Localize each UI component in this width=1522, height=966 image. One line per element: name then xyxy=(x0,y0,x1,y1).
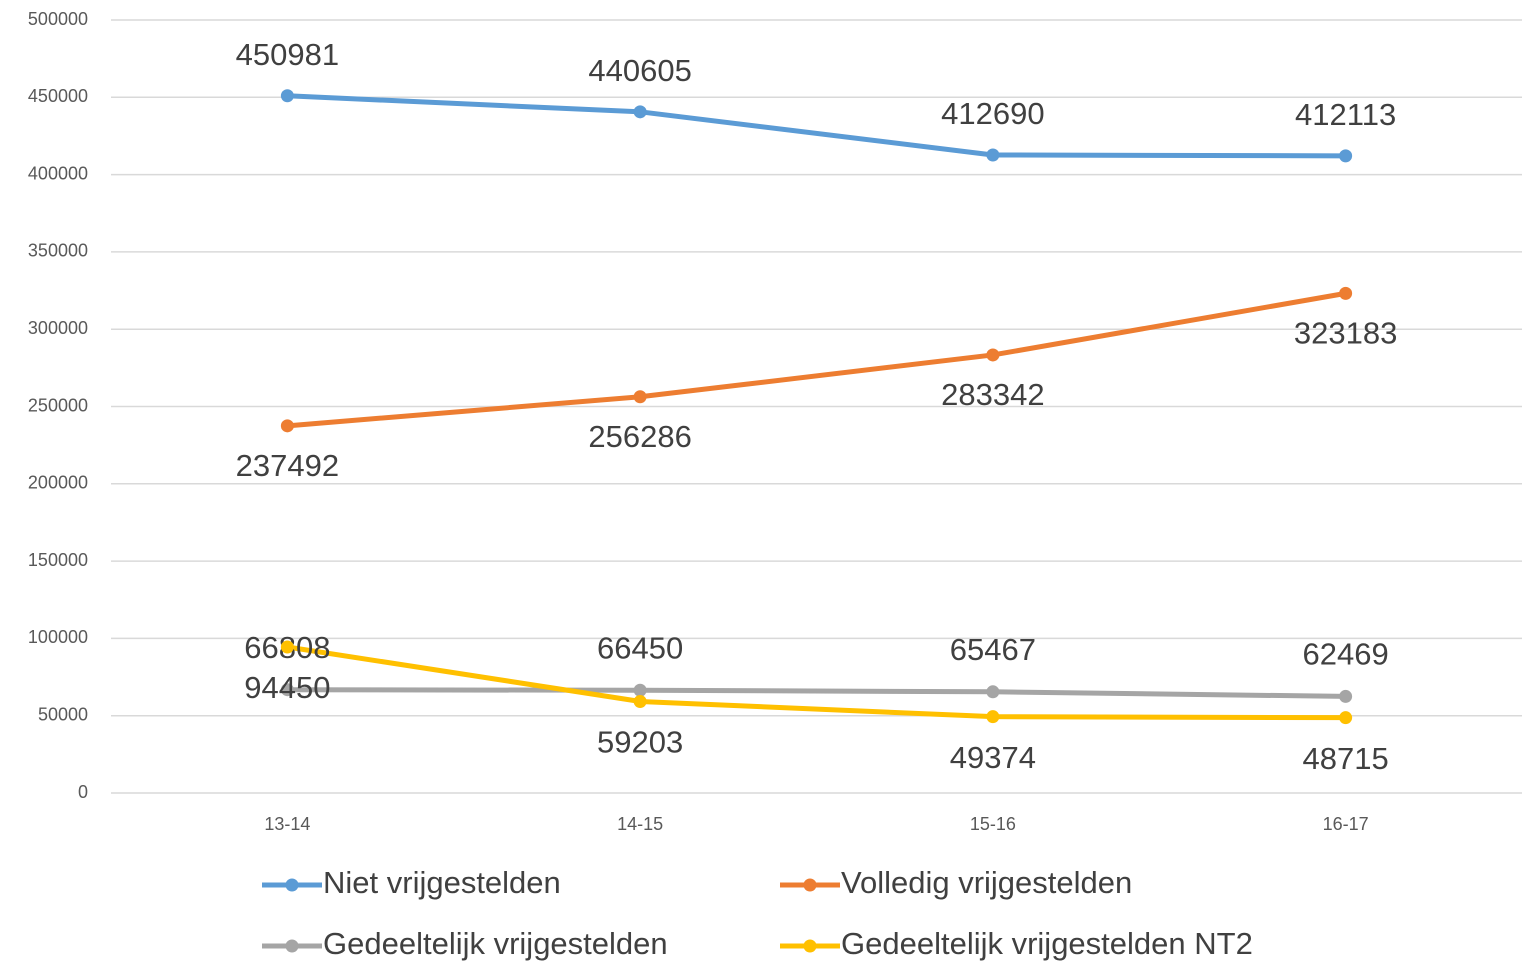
legend-label: Gedeeltelijk vrijgestelden NT2 xyxy=(841,926,1253,961)
y-tick-label: 300000 xyxy=(28,318,88,338)
y-tick-label: 50000 xyxy=(38,704,88,724)
data-point xyxy=(1339,711,1353,725)
data-point xyxy=(633,683,647,697)
legend-marker xyxy=(285,878,299,892)
y-tick-label: 200000 xyxy=(28,473,88,493)
legend-label: Gedeeltelijk vrijgestelden xyxy=(323,926,668,961)
data-label: 59203 xyxy=(597,725,683,760)
data-point xyxy=(633,694,647,708)
y-tick-label: 350000 xyxy=(28,241,88,261)
data-point xyxy=(633,390,647,404)
y-tick-label: 150000 xyxy=(28,550,88,570)
data-label: 237492 xyxy=(236,448,339,483)
data-label: 65467 xyxy=(950,632,1036,667)
x-tick-label: 13-14 xyxy=(264,814,310,834)
data-point xyxy=(1339,286,1353,300)
y-tick-label: 500000 xyxy=(28,9,88,29)
data-point xyxy=(633,105,647,119)
data-label: 49374 xyxy=(950,740,1036,775)
series-line xyxy=(287,290,1347,429)
data-label: 94450 xyxy=(244,670,330,705)
legend-marker xyxy=(803,939,817,953)
x-tick-label: 15-16 xyxy=(970,814,1016,834)
data-point xyxy=(280,640,294,654)
data-point xyxy=(280,683,294,697)
y-tick-label: 400000 xyxy=(28,163,88,183)
legend-label: Niet vrijgestelden xyxy=(323,865,561,900)
data-point xyxy=(986,685,1000,699)
data-label: 412113 xyxy=(1295,97,1396,132)
legend-label: Volledig vrijgestelden xyxy=(841,865,1132,900)
data-label: 323183 xyxy=(1294,316,1397,351)
data-point xyxy=(1339,689,1353,703)
series-line xyxy=(287,687,1346,699)
legend-marker xyxy=(803,878,817,892)
y-tick-label: 100000 xyxy=(28,627,88,647)
x-tick-label: 14-15 xyxy=(617,814,663,834)
data-label: 62469 xyxy=(1303,637,1389,672)
series-line xyxy=(287,93,1346,159)
data-label: 283342 xyxy=(941,377,1044,412)
data-label: 256286 xyxy=(588,419,691,454)
y-tick-label: 450000 xyxy=(28,86,88,106)
legend-marker xyxy=(285,939,299,953)
y-tick-label: 250000 xyxy=(28,395,88,415)
data-label: 66450 xyxy=(597,630,683,665)
data-point xyxy=(986,348,1000,362)
data-label: 48715 xyxy=(1303,741,1389,776)
data-point xyxy=(280,419,294,433)
data-point xyxy=(986,710,1000,724)
data-point xyxy=(1339,149,1353,163)
data-point xyxy=(280,89,294,103)
data-label: 450981 xyxy=(236,37,339,72)
series-line xyxy=(286,644,1346,721)
data-point xyxy=(986,148,1000,162)
data-label: 440605 xyxy=(588,53,691,88)
data-label: 412690 xyxy=(941,96,1044,131)
y-tick-label: 0 xyxy=(78,782,88,802)
x-tick-label: 16-17 xyxy=(1323,814,1369,834)
